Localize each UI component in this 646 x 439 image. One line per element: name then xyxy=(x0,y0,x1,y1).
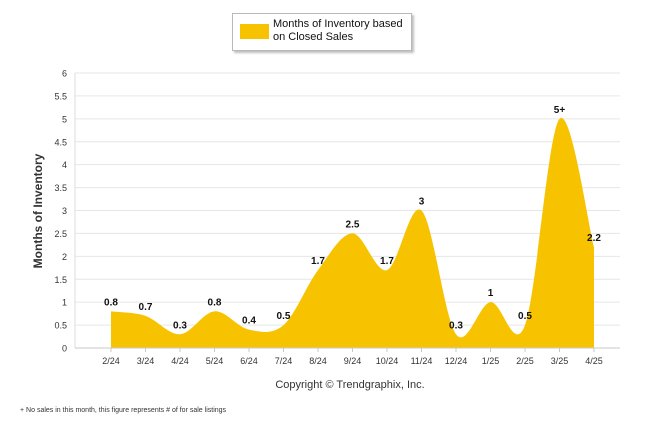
data-label: 0.3 xyxy=(449,320,463,331)
x-tick-label: 3/24 xyxy=(137,356,155,366)
data-label: 0.5 xyxy=(518,311,532,322)
x-tick-label: 2/25 xyxy=(516,356,534,366)
x-tick-label: 4/25 xyxy=(585,356,603,366)
data-label: 2.2 xyxy=(587,233,601,244)
x-tick-label: 4/24 xyxy=(171,356,189,366)
legend-swatch xyxy=(240,24,269,39)
y-tick-label: 1.5 xyxy=(54,275,67,285)
x-tick-label: 2/24 xyxy=(102,356,120,366)
data-label: 1.7 xyxy=(380,256,394,267)
x-tick-label: 10/24 xyxy=(376,356,399,366)
data-label: 2.5 xyxy=(346,219,360,230)
data-label: 0.3 xyxy=(173,320,187,331)
x-tick-label: 5/24 xyxy=(206,356,224,366)
data-label: 5+ xyxy=(554,105,566,116)
y-tick-label: 3 xyxy=(62,206,67,216)
x-tick-label: 1/25 xyxy=(482,356,500,366)
x-tick-label: 3/25 xyxy=(551,356,569,366)
data-label: 0.4 xyxy=(242,316,256,327)
y-tick-label: 2 xyxy=(62,252,67,262)
x-tick-label: 12/24 xyxy=(445,356,468,366)
y-tick-label: 4 xyxy=(62,160,67,170)
data-label: 1.7 xyxy=(311,256,325,267)
y-tick-label: 2.5 xyxy=(54,229,67,239)
x-tick-label: 7/24 xyxy=(275,356,293,366)
data-label: 3 xyxy=(419,197,425,208)
y-tick-label: 5.5 xyxy=(54,91,67,101)
footnote-text: No sales in this month, this figure repr… xyxy=(26,407,226,414)
x-tick-label: 11/24 xyxy=(411,356,433,366)
copyright-credit: Copyright © Trendgraphix, Inc. xyxy=(275,379,424,391)
y-tick-label: 0.5 xyxy=(54,321,67,331)
y-tick-label: 4.5 xyxy=(54,137,67,147)
y-tick-label: 1 xyxy=(62,298,67,308)
data-label: 0.8 xyxy=(104,297,118,308)
y-tick-label: 6 xyxy=(62,69,67,79)
y-axis-title: Months of Inventory xyxy=(31,153,45,268)
footnote: + No sales in this month, this figure re… xyxy=(20,407,226,414)
data-label: 0.7 xyxy=(139,302,153,313)
x-tick-label: 6/24 xyxy=(240,356,258,366)
x-tick-label: 8/24 xyxy=(309,356,327,366)
legend: Months of Inventory based on Closed Sale… xyxy=(232,13,412,51)
data-label: 0.8 xyxy=(208,297,222,308)
footnote-marker: + xyxy=(20,407,24,414)
x-tick-label: 9/24 xyxy=(344,356,362,366)
data-label: 1 xyxy=(488,288,494,299)
y-tick-label: 5 xyxy=(62,114,67,124)
y-tick-label: 0 xyxy=(62,344,67,354)
legend-label: Months of Inventory based on Closed Sale… xyxy=(273,18,409,44)
data-label: 0.5 xyxy=(277,311,291,322)
y-tick-label: 3.5 xyxy=(54,183,67,193)
